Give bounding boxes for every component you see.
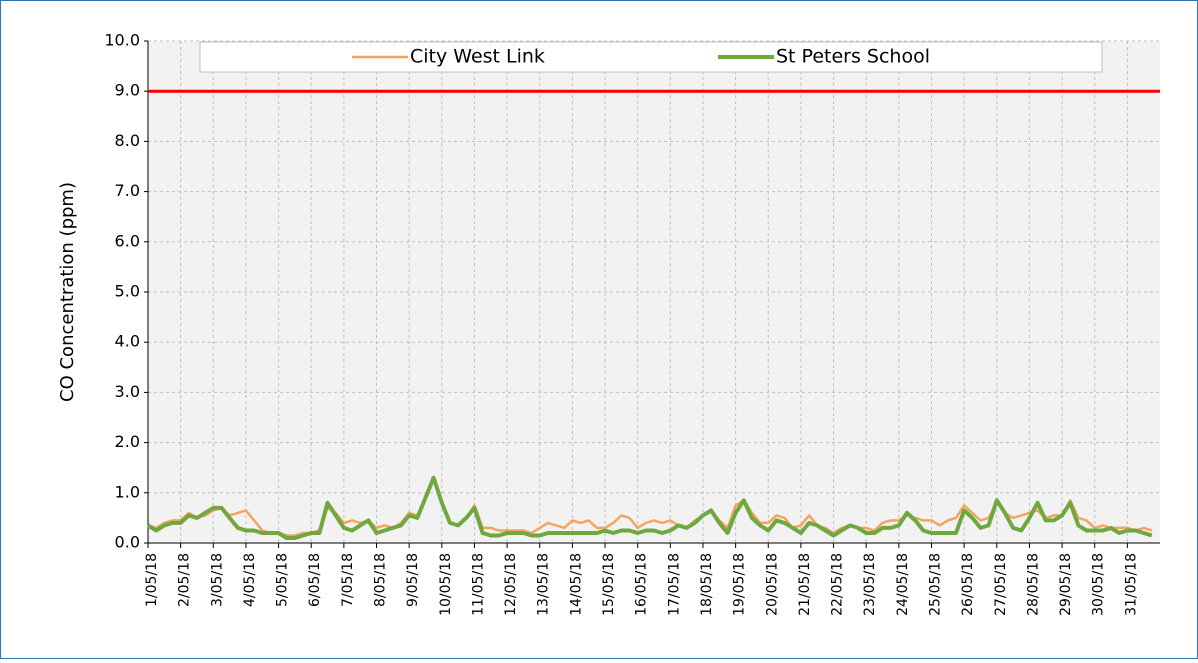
legend-label: City West Link xyxy=(410,46,545,68)
y-tick-label: 4.0 xyxy=(115,332,140,351)
x-tick-label: 27/05/18 xyxy=(993,553,1009,616)
x-tick-label: 23/05/18 xyxy=(862,553,878,616)
legend-label: St Peters School xyxy=(776,46,930,68)
y-tick-label: 10.0 xyxy=(104,31,140,50)
y-tick-label: 3.0 xyxy=(115,382,140,401)
x-tick-label: 5/05/18 xyxy=(275,553,291,607)
x-tick-label: 30/05/18 xyxy=(1091,553,1107,616)
y-tick-label: 5.0 xyxy=(115,282,140,301)
y-tick-label: 8.0 xyxy=(115,131,140,150)
x-tick-label: 19/05/18 xyxy=(732,553,748,616)
x-tick-label: 25/05/18 xyxy=(927,553,943,616)
y-tick-label: 6.0 xyxy=(115,231,140,250)
x-tick-label: 3/05/18 xyxy=(209,553,225,607)
x-tick-label: 6/05/18 xyxy=(307,553,323,607)
x-tick-label: 15/05/18 xyxy=(601,553,617,616)
x-tick-label: 31/05/18 xyxy=(1123,553,1139,616)
x-tick-label: 22/05/18 xyxy=(830,553,846,616)
y-tick-label: 9.0 xyxy=(115,81,140,100)
series-line xyxy=(146,475,1153,540)
x-tick-label: 1/05/18 xyxy=(144,553,160,607)
x-tick-label: 16/05/18 xyxy=(634,553,650,616)
y-tick-label: 0.0 xyxy=(115,533,140,552)
x-tick-label: 4/05/18 xyxy=(242,553,258,607)
x-tick-label: 11/05/18 xyxy=(470,553,486,616)
x-tick-label: 21/05/18 xyxy=(797,553,813,616)
y-axis-label: CO Concentration (ppm) xyxy=(57,182,78,402)
y-tick-label: 2.0 xyxy=(115,432,140,451)
y-tick-label: 7.0 xyxy=(115,181,140,200)
x-tick-label: 10/05/18 xyxy=(438,553,454,616)
x-tick-label: 29/05/18 xyxy=(1058,553,1074,616)
x-tick-label: 7/05/18 xyxy=(340,553,356,607)
legend-box xyxy=(199,41,1103,73)
x-tick-label: 20/05/18 xyxy=(764,553,780,616)
x-tick-label: 28/05/18 xyxy=(1025,553,1041,616)
x-tick-label: 18/05/18 xyxy=(699,553,715,616)
x-tick-label: 24/05/18 xyxy=(895,553,911,616)
x-tick-label: 2/05/18 xyxy=(177,553,193,607)
x-tick-label: 13/05/18 xyxy=(536,553,552,616)
x-tick-label: 8/05/18 xyxy=(373,553,389,607)
x-tick-label: 9/05/18 xyxy=(405,553,421,607)
x-tick-label: 14/05/18 xyxy=(568,553,584,616)
x-tick-label: 26/05/18 xyxy=(960,553,976,616)
x-tick-label: 12/05/18 xyxy=(503,553,519,616)
x-tick-label: 17/05/18 xyxy=(666,553,682,616)
y-tick-label: 1.0 xyxy=(115,482,140,501)
